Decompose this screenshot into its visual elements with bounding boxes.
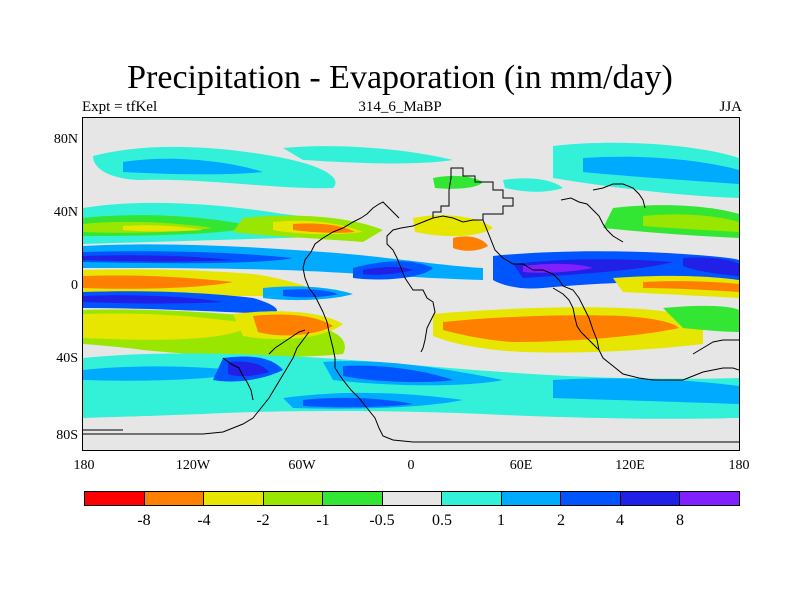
y-tick-label: 40N — [53, 205, 78, 220]
colorbar-swatch — [323, 492, 383, 505]
colorbar-label: 4 — [616, 512, 624, 529]
colorbar-label: -4 — [197, 512, 211, 529]
colorbar-swatch — [263, 492, 324, 505]
x-tick-label: 60E — [509, 458, 533, 473]
colorbar-label: -8 — [137, 512, 151, 529]
x-tick-label: 0 — [407, 458, 415, 473]
x-tick-label: 180 — [728, 458, 750, 473]
x-tick-label: 180 — [73, 458, 95, 473]
colorbar-swatch — [680, 492, 740, 505]
season-label: JJA — [719, 99, 742, 115]
colorbar-label: 1 — [497, 512, 505, 529]
colorbar-swatch — [144, 492, 205, 505]
map-field — [83, 142, 739, 450]
y-tick-label: 80S — [56, 428, 78, 443]
colorbar-swatch — [620, 492, 681, 505]
contour-fill — [83, 142, 739, 450]
colorbar — [84, 491, 740, 506]
colorbar-swatch — [85, 492, 145, 505]
plot-title: Precipitation - Evaporation (in mm/day) — [127, 59, 673, 96]
coastline-lines — [83, 167, 739, 443]
experiment-label: Expt = tfKel — [82, 99, 158, 115]
colorbar-label: -1 — [316, 512, 330, 529]
x-tick-label: 120E — [615, 458, 645, 473]
colorbar-label: 8 — [676, 512, 684, 529]
colorbar-label: 2 — [557, 512, 565, 529]
map-panel — [82, 117, 740, 451]
colorbar-swatch — [442, 492, 502, 505]
x-tick-label: 120W — [175, 458, 211, 473]
x-tick-label: 60W — [288, 458, 316, 473]
colorbar-label: -0.5 — [369, 512, 395, 529]
y-tick-label: 0 — [71, 278, 78, 293]
colorbar-swatch — [382, 492, 443, 505]
colorbar-label: 0.5 — [432, 512, 452, 529]
colorbar-swatch — [561, 492, 621, 505]
colorbar-label: -2 — [256, 512, 270, 529]
time-label: 314_6_MaBP — [358, 99, 442, 115]
colorbar-swatch — [204, 492, 264, 505]
y-tick-label: 40S — [56, 351, 78, 366]
colorbar-swatch — [501, 492, 562, 505]
y-tick-label: 80N — [53, 132, 78, 147]
